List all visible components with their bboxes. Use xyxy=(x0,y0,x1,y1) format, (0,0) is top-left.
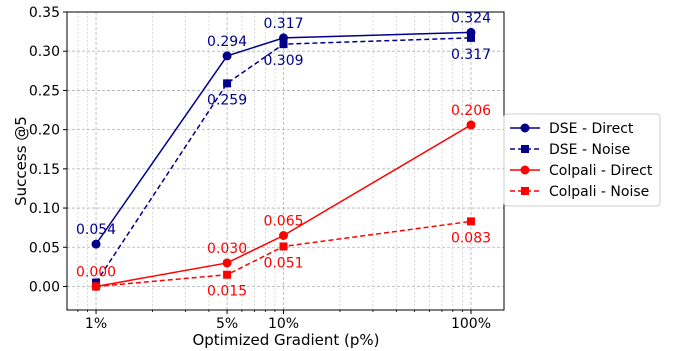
data-point xyxy=(222,258,232,268)
legend-marker xyxy=(521,145,529,153)
grid-minor xyxy=(77,12,463,310)
legend: DSE - Direct DSE - Noise Colpali - Direct C… xyxy=(503,113,661,207)
legend-marker xyxy=(520,165,530,175)
data-label: 0.206 xyxy=(451,103,491,119)
legend-label: DSE - Noise xyxy=(549,142,630,158)
x-tick-label: 1% xyxy=(85,316,107,332)
legend-box xyxy=(503,113,661,207)
x-tick-label: 10% xyxy=(268,316,299,332)
data-point xyxy=(92,282,101,291)
y-axis-label: Success @5 xyxy=(12,116,30,206)
series-line xyxy=(95,37,472,283)
series-line xyxy=(95,124,472,288)
y-tick-label: 0.35 xyxy=(29,5,60,21)
y-tick-label: 0.25 xyxy=(29,83,60,99)
point-labels: 0.054 0.294 0.317 0.324 0.259 0.309 0.317 0.000… xyxy=(76,10,491,299)
x-axis-label: Optimized Gradient (p%) xyxy=(192,331,379,349)
data-label: 0.065 xyxy=(263,214,303,230)
legend-marker xyxy=(520,123,530,133)
y-tick-label: 0.00 xyxy=(29,279,60,295)
y-tick-label: 0.30 xyxy=(29,44,60,60)
data-point xyxy=(222,51,232,61)
data-label: 0.051 xyxy=(263,255,303,271)
axis-ticks: 1% 5% 10% 100% 0.00 0.05 0.10 0.15 0.20 0.25 0.30 0… xyxy=(29,5,491,332)
data-point xyxy=(91,239,101,249)
data-point xyxy=(279,40,288,49)
data-label: 0.309 xyxy=(263,53,303,69)
data-label: 0.015 xyxy=(207,284,247,300)
data-point xyxy=(279,231,289,240)
data-point xyxy=(223,79,232,88)
data-label: 0.083 xyxy=(451,230,491,246)
y-tick-label: 0.10 xyxy=(29,201,60,217)
data-point xyxy=(466,120,476,130)
data-point xyxy=(279,33,289,43)
y-tick-label: 0.20 xyxy=(29,123,60,139)
legend-label: Colpali - Noise xyxy=(549,184,649,200)
data-label: 0.324 xyxy=(451,10,491,26)
x-tick-label: 100% xyxy=(451,316,491,332)
data-label: 0.294 xyxy=(207,34,247,50)
data-label: 0.030 xyxy=(207,241,247,257)
data-label: 0.054 xyxy=(76,222,116,238)
y-tick-label: 0.05 xyxy=(29,240,60,256)
legend-marker xyxy=(521,187,529,195)
data-label: 0.000 xyxy=(76,264,116,280)
data-point xyxy=(466,217,475,226)
data-label: 0.317 xyxy=(451,47,491,63)
data-label: 0.317 xyxy=(263,16,303,32)
series-line xyxy=(95,31,472,245)
series-line xyxy=(95,220,472,288)
data-label: 0.259 xyxy=(207,92,247,108)
legend-label: Colpali - Direct xyxy=(549,163,653,179)
data-point xyxy=(279,242,288,251)
y-tick-label: 0.15 xyxy=(29,162,60,178)
data-point xyxy=(223,270,232,279)
x-tick-label: 5% xyxy=(216,316,238,332)
legend-label: DSE - Direct xyxy=(549,121,634,137)
series-group xyxy=(91,27,476,291)
data-point xyxy=(466,33,475,42)
